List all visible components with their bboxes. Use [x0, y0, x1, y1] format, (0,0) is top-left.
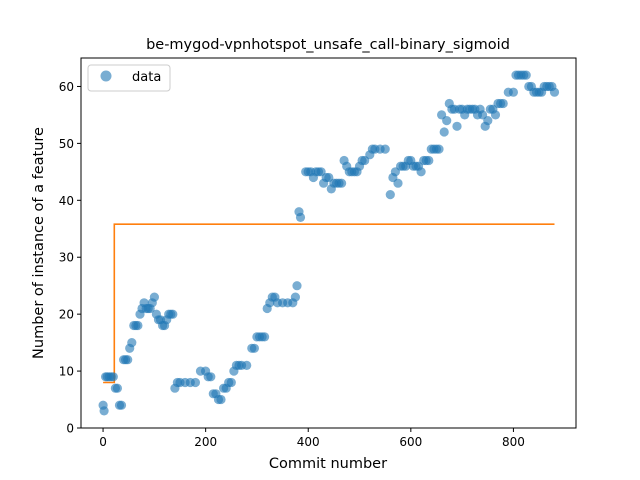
- data-point: [206, 372, 216, 382]
- y-tick-label: 20: [59, 308, 74, 322]
- data-point: [452, 121, 462, 131]
- data-point: [292, 281, 302, 291]
- plot-frame: [80, 57, 577, 429]
- data-point: [99, 406, 109, 416]
- data-point: [149, 292, 159, 302]
- y-axis: 0 10 20 30 40 50 60: [59, 80, 81, 436]
- y-tick-label: 60: [59, 80, 74, 94]
- x-tick-label: 0: [99, 435, 107, 449]
- data-point: [133, 320, 143, 331]
- data-point: [393, 178, 403, 188]
- x-tick-label: 400: [297, 435, 320, 449]
- data-point: [416, 167, 426, 177]
- y-tick-label: 30: [59, 251, 74, 265]
- data-point: [490, 110, 501, 120]
- data-point: [290, 292, 300, 302]
- data-point: [168, 309, 178, 319]
- plot-series: [98, 70, 560, 416]
- data-point: [116, 400, 127, 410]
- x-tick-label: 200: [194, 435, 217, 449]
- fit-line: [103, 223, 555, 384]
- x-axis-label: Commit number: [269, 456, 387, 472]
- data-point: [249, 343, 259, 353]
- data-point: [123, 355, 133, 365]
- data-point: [498, 98, 508, 109]
- data-point: [508, 87, 518, 97]
- data-point: [337, 178, 347, 188]
- data-point: [295, 212, 306, 222]
- data-point: [434, 144, 444, 154]
- data-point: [127, 338, 137, 348]
- data-point: [190, 377, 200, 388]
- y-tick-label: 0: [66, 422, 74, 436]
- data-point: [242, 360, 252, 370]
- x-tick-label: 800: [502, 435, 525, 449]
- x-axis: 0 200 400 600 800: [99, 428, 525, 449]
- data-point: [442, 116, 452, 126]
- chart-title: be-mygod-vpnhotspot_unsafe_call-binary_s…: [146, 37, 510, 53]
- data-point: [108, 372, 118, 382]
- data-point: [260, 332, 270, 342]
- data-point: [226, 377, 236, 388]
- data-point: [385, 190, 395, 200]
- y-tick-label: 40: [59, 194, 74, 208]
- data-point: [549, 87, 560, 97]
- x-tick-label: 600: [399, 435, 422, 449]
- data-point: [216, 394, 226, 405]
- y-tick-label: 50: [59, 137, 74, 151]
- y-tick-label: 10: [59, 365, 74, 379]
- legend-marker: [100, 70, 112, 82]
- data-point: [483, 116, 493, 126]
- data-point: [521, 70, 531, 80]
- data-point: [380, 144, 390, 154]
- data-point: [424, 155, 434, 166]
- data-point: [112, 383, 122, 393]
- data-point: [439, 127, 449, 137]
- legend: data: [87, 64, 171, 92]
- legend-label: data: [132, 70, 161, 85]
- y-axis-label: Number of instance of a feature: [31, 127, 47, 359]
